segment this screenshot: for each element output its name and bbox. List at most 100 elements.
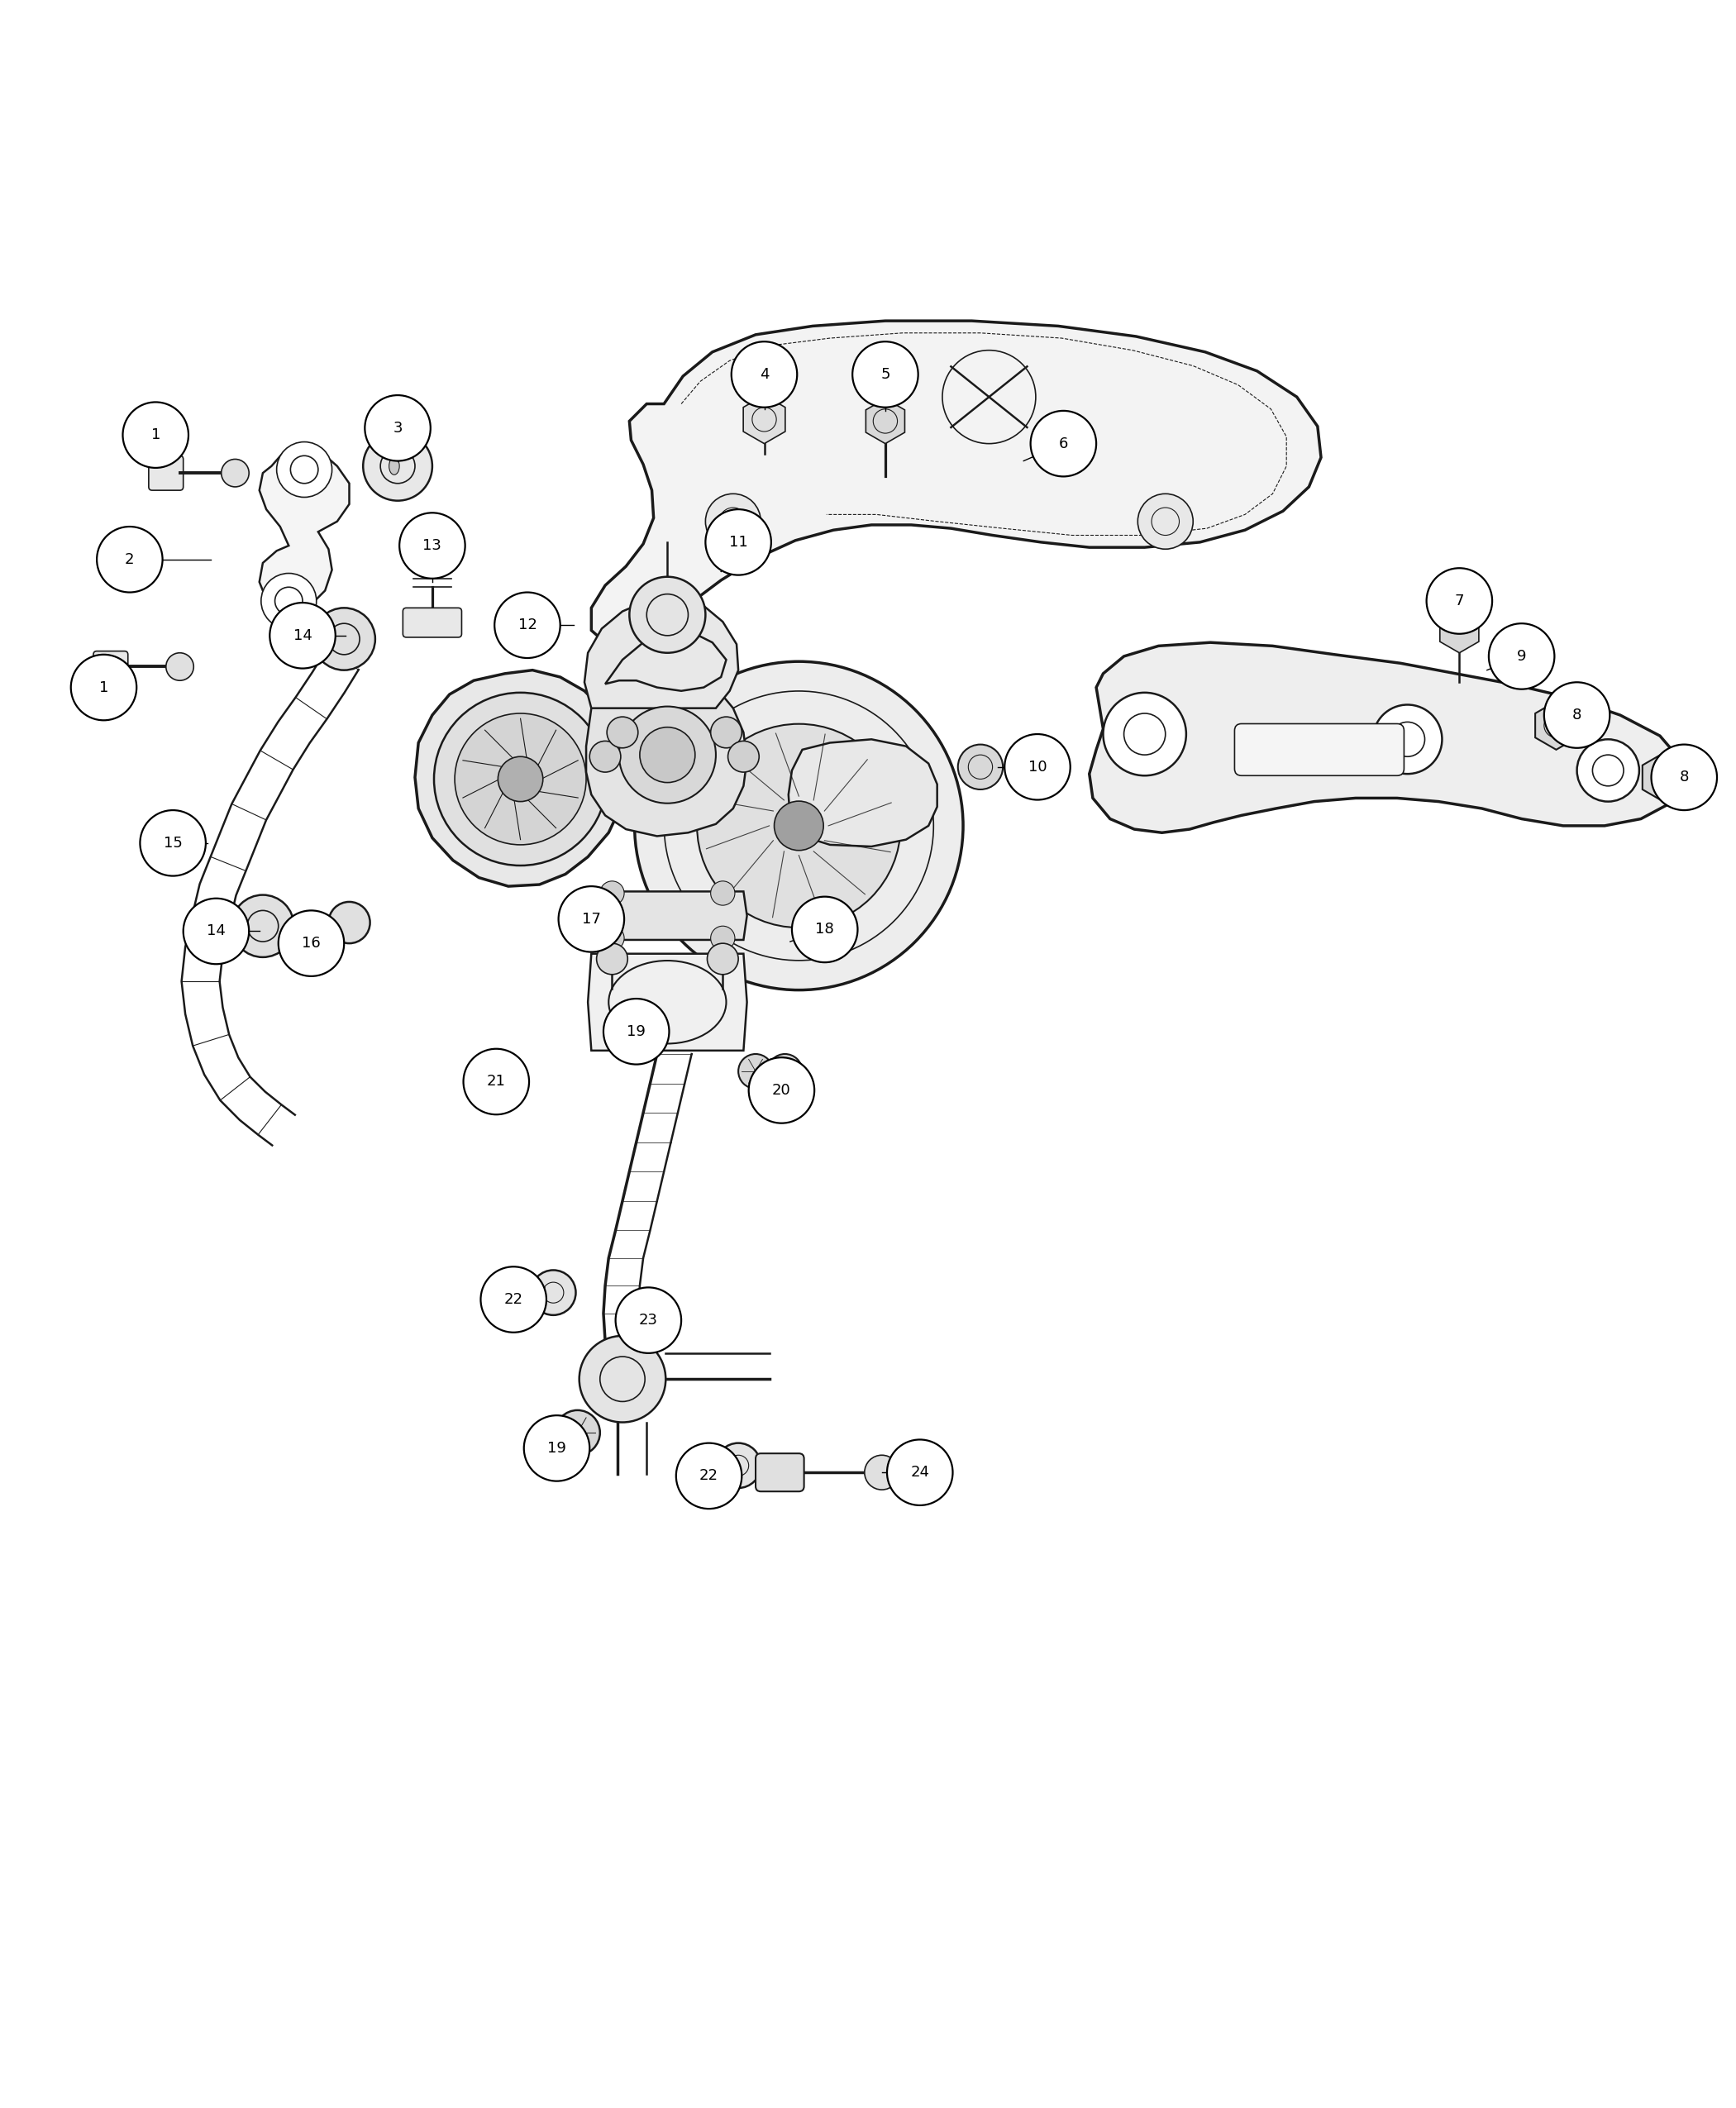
Circle shape [278,911,344,976]
Circle shape [675,1444,741,1509]
Circle shape [97,527,163,592]
Polygon shape [1088,643,1680,833]
Text: 21: 21 [486,1075,505,1090]
Circle shape [767,1054,802,1088]
Polygon shape [606,632,726,691]
Polygon shape [587,670,746,837]
Text: 24: 24 [910,1465,929,1480]
Polygon shape [866,398,904,443]
Circle shape [1489,624,1554,689]
Text: 10: 10 [1028,759,1047,774]
Text: 18: 18 [816,921,835,936]
Circle shape [184,898,248,963]
Polygon shape [589,953,746,1050]
Circle shape [604,999,668,1065]
Text: 15: 15 [163,835,182,850]
Circle shape [1427,569,1493,635]
Text: 5: 5 [880,367,891,382]
Text: 13: 13 [424,538,441,552]
Circle shape [707,944,738,974]
Circle shape [495,592,561,658]
Polygon shape [589,892,746,940]
Circle shape [767,1075,802,1109]
Circle shape [399,512,465,578]
Text: 14: 14 [293,628,312,643]
Text: 4: 4 [760,367,769,382]
Circle shape [696,723,901,928]
Circle shape [365,394,431,462]
Circle shape [269,603,335,668]
Text: 23: 23 [639,1313,658,1328]
FancyBboxPatch shape [755,1452,804,1492]
Text: 22: 22 [503,1292,523,1307]
Circle shape [260,573,316,628]
Circle shape [556,1410,601,1455]
Circle shape [464,1050,529,1115]
Circle shape [276,443,332,497]
Polygon shape [415,670,627,885]
Ellipse shape [389,457,399,474]
Circle shape [1031,411,1095,476]
Text: 1: 1 [99,681,108,696]
Circle shape [852,341,918,407]
Text: 20: 20 [773,1084,792,1098]
Circle shape [1005,734,1071,799]
Circle shape [616,1288,681,1353]
Circle shape [887,1440,953,1505]
Circle shape [958,744,1003,788]
Circle shape [498,757,543,801]
Circle shape [601,881,625,904]
Circle shape [710,925,734,951]
Circle shape [590,742,621,772]
Text: 19: 19 [547,1440,566,1457]
Text: 1: 1 [151,428,160,443]
Circle shape [123,403,189,468]
Polygon shape [1642,753,1684,801]
Text: 12: 12 [517,618,536,632]
Circle shape [865,1455,899,1490]
Text: 14: 14 [207,923,226,938]
FancyBboxPatch shape [94,651,128,683]
Circle shape [1651,744,1717,809]
Circle shape [727,742,759,772]
Circle shape [738,1054,773,1088]
FancyBboxPatch shape [149,455,184,491]
Circle shape [531,1271,576,1315]
Circle shape [635,662,963,991]
Circle shape [715,1444,760,1488]
Text: 11: 11 [729,535,748,550]
Text: 6: 6 [1059,436,1068,451]
Circle shape [455,713,587,845]
Polygon shape [585,597,738,708]
Circle shape [312,607,375,670]
Circle shape [363,432,432,502]
Circle shape [601,925,625,951]
Text: 9: 9 [1517,649,1526,664]
FancyBboxPatch shape [403,607,462,637]
Circle shape [792,896,858,963]
Text: 22: 22 [700,1469,719,1484]
Circle shape [705,493,760,548]
Circle shape [220,460,248,487]
Polygon shape [1439,607,1479,653]
Circle shape [620,706,715,803]
Text: 2: 2 [125,552,134,567]
Polygon shape [743,394,785,443]
Polygon shape [1535,702,1576,750]
Circle shape [630,578,705,653]
Text: 8: 8 [1679,769,1689,784]
Circle shape [705,510,771,575]
Circle shape [641,727,694,782]
Text: 16: 16 [302,936,321,951]
Circle shape [434,694,608,866]
Circle shape [710,717,741,748]
Circle shape [731,341,797,407]
Circle shape [328,902,370,944]
FancyBboxPatch shape [1234,723,1404,776]
Polygon shape [259,449,349,611]
Circle shape [1373,704,1443,774]
Circle shape [1102,694,1186,776]
Circle shape [1576,740,1639,801]
Circle shape [559,885,625,953]
Text: 3: 3 [392,422,403,436]
